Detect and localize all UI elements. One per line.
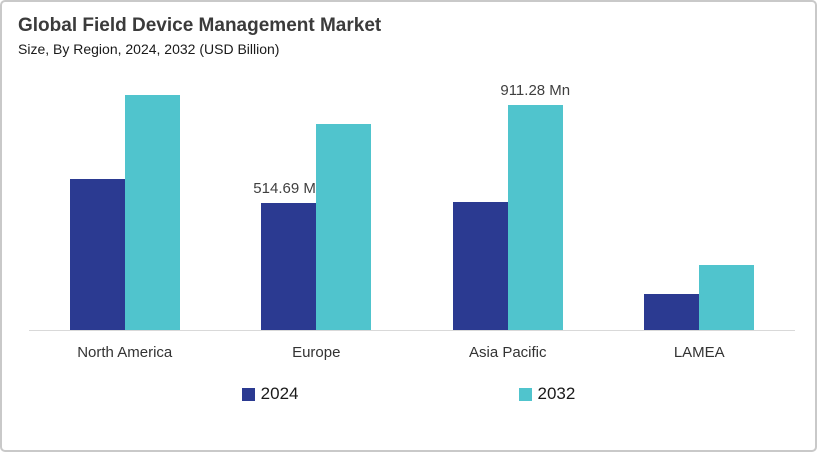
bar-group-lamea xyxy=(604,265,796,330)
category-label-europe: Europe xyxy=(292,344,341,361)
legend-item-2024: 2024 xyxy=(241,384,299,404)
data-label-2024-europe: 514.69 Mn xyxy=(253,180,325,197)
category-label-lamea: LAMEA xyxy=(673,344,725,361)
bar-2024-asia-pacific xyxy=(452,202,508,330)
bar-2024-europe: 514.69 Mn xyxy=(253,180,324,330)
bar-2032-lamea xyxy=(699,265,755,330)
bar-2024-lamea xyxy=(644,294,700,330)
category-label-north-america: North America xyxy=(77,344,173,361)
legend-item-2032: 2032 xyxy=(518,384,576,404)
chart-title: Global Field Device Management Market xyxy=(18,15,382,36)
chart-legend: 2024 2032 xyxy=(2,384,815,404)
bar-group-europe: 514.69 Mn xyxy=(221,124,413,330)
bar-chart-plot-area: 514.69 Mn 911.28 Mn xyxy=(29,2,795,330)
bar-group-asia-pacific: 911.28 Mn xyxy=(412,82,604,330)
data-label-2032-asia-pacific: 911.28 Mn xyxy=(500,82,571,99)
legend-swatch-icon-2024 xyxy=(241,387,255,401)
bar-group-north-america xyxy=(29,95,221,330)
bar-2024-north-america xyxy=(69,179,125,330)
bar-2032-north-america xyxy=(124,95,180,330)
bar-2032-europe xyxy=(316,124,372,330)
chart-subtitle: Size, By Region, 2024, 2032 (USD Billion… xyxy=(18,41,280,57)
category-label-asia-pacific: Asia Pacific xyxy=(468,344,547,361)
legend-swatch-icon-2032 xyxy=(518,387,532,401)
x-axis-line xyxy=(29,330,795,331)
legend-label-2024: 2024 xyxy=(260,384,299,403)
category-axis-labels: North America Europe Asia Pacific LAMEA xyxy=(29,344,795,361)
bar-2032-asia-pacific: 911.28 Mn xyxy=(500,82,570,330)
legend-label-2032: 2032 xyxy=(537,384,576,403)
bar-groups: 514.69 Mn 911.28 Mn xyxy=(29,82,796,330)
chart-header: Global Field Device Management Market Si… xyxy=(18,14,381,58)
